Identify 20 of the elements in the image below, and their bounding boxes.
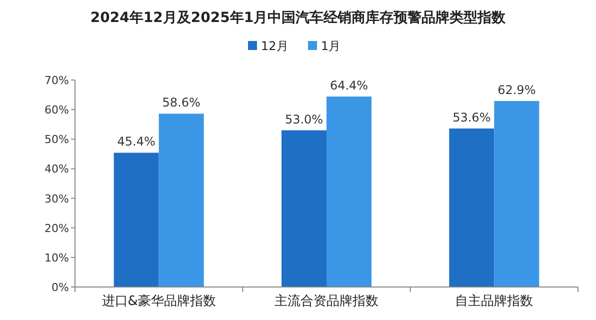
data-label: 45.4% <box>117 134 156 149</box>
data-label: 64.4% <box>330 78 368 93</box>
y-tick-label: 0% <box>52 281 69 294</box>
y-tick-label: 70% <box>44 74 69 87</box>
y-tick-label: 30% <box>44 192 69 206</box>
y-tick-label: 10% <box>44 251 69 264</box>
legend-label: 12月 <box>261 39 288 53</box>
legend-label: 1月 <box>321 39 341 53</box>
data-label: 53.6% <box>452 110 491 124</box>
data-label: 62.9% <box>498 82 536 97</box>
y-tick-label: 20% <box>44 222 69 235</box>
data-label: 58.6% <box>162 96 200 110</box>
x-tick-label: 进口&豪华品牌指数 <box>102 294 216 309</box>
y-tick-label: 40% <box>44 162 69 176</box>
y-tick-label: 50% <box>44 133 69 146</box>
x-tick-label: 自主品牌指数 <box>455 293 534 309</box>
y-tick-label: 60% <box>44 104 69 117</box>
chart-title: 2024年12月及2025年1月中国汽车经销商库存预警品牌类型指数 <box>90 9 507 26</box>
data-label: 53.0% <box>284 112 324 126</box>
x-tick-label: 主流合资品牌指数 <box>274 293 378 309</box>
